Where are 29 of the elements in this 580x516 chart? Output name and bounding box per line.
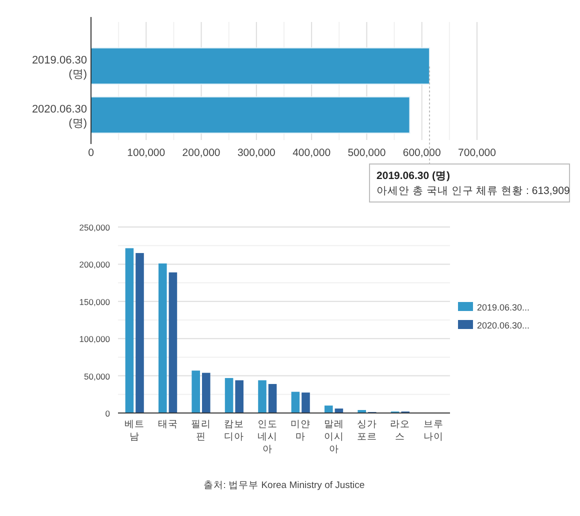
y-tick-label: 150,000 [79,296,110,307]
annotation: 2019.06.30 (명) 아세안 총 국내 인구 체류 현황 : 613,909 [376,170,570,197]
x-tick-label: 600,000 [402,147,441,159]
legend-label: 2020.06.30... [477,320,530,330]
y-tick-label: 2020.06.30 (명) [32,104,87,130]
y-tick-label: 100,000 [79,334,110,344]
x-tick-label: 500,000 [348,147,386,159]
y-tick-label: 50,000 [84,371,110,382]
x-tick-label: 브루나이 [423,419,444,442]
x-tick-label: 태국 [158,419,178,430]
x-tick-label: 라오스 [390,419,410,442]
y-tick-label: 250,000 [79,222,110,232]
x-tick-label: 필리핀 [191,419,211,442]
y-tick-label: 2019.06.30 (명) [32,54,87,80]
legend-label: 2019.06.30... [477,302,530,312]
y-tick-label: 0 [105,408,110,418]
y-tick-label: 200,000 [79,260,110,270]
x-tick-label: 인도네시아 [257,419,278,455]
x-tick-label: 200,000 [182,147,220,159]
x-tick-label: 400,000 [292,147,331,159]
x-tick-label: 캄보디아 [224,419,244,442]
x-tick-label: 싱가포르 [357,419,377,442]
x-tick-label: 700,000 [458,147,496,159]
x-tick-label: 300,000 [237,147,276,159]
source-note: 출처: 법무부 Korea Ministry of Justice [203,480,365,491]
x-tick-label: 미얀마 [290,419,311,442]
x-tick-label: 말레이시아 [324,419,344,455]
x-tick-label: 100,000 [127,147,166,159]
x-tick-label: 베트남 [124,419,145,442]
